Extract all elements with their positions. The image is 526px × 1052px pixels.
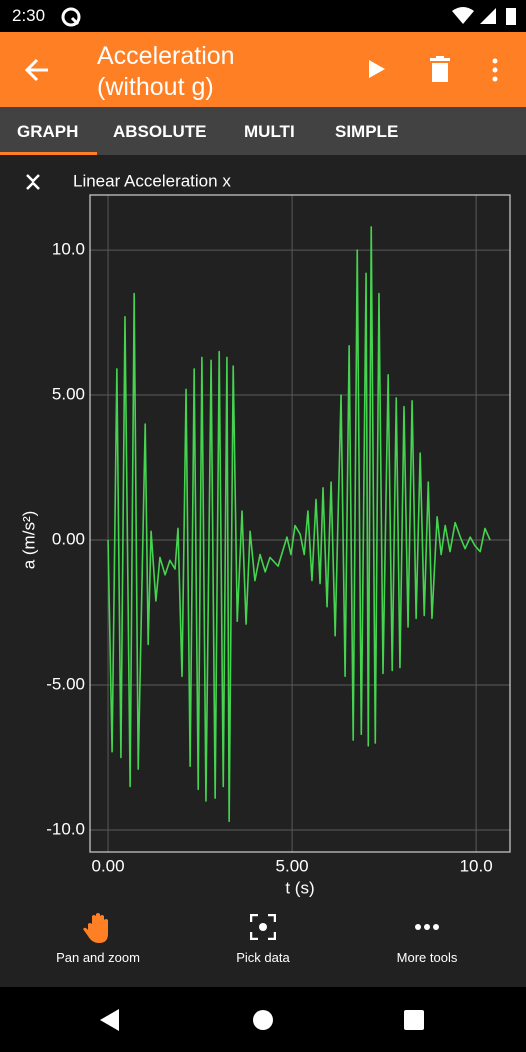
back-button[interactable] — [24, 57, 50, 83]
pan-icon — [83, 913, 108, 943]
status-icons — [452, 7, 516, 25]
app-title: Acceleration (without g) — [97, 42, 235, 101]
nav-icons — [100, 1009, 424, 1031]
y-axis-label: a (m/s²) — [19, 511, 38, 570]
status-bar: 2:30 — [0, 0, 526, 32]
y-tick-label: 10.0 — [52, 240, 85, 259]
tool-label: More tools — [396, 950, 458, 965]
data-line — [107, 226, 491, 823]
y-tick-label: -5.00 — [46, 674, 85, 693]
status-icon — [61, 7, 81, 27]
tab[interactable]: MULTI — [244, 122, 295, 141]
navigation-bar — [0, 987, 526, 1052]
x-tick-label: 0.00 — [91, 856, 124, 875]
play-button[interactable] — [368, 59, 386, 79]
delete-button[interactable] — [430, 56, 450, 82]
tool-button[interactable]: Pick data — [183, 914, 343, 965]
y-tick-label: 0.00 — [52, 530, 85, 549]
y-tick-label: 5.00 — [52, 385, 85, 404]
nav-home[interactable] — [253, 1010, 273, 1030]
x-tick-label: 10.0 — [460, 856, 493, 875]
x-tick-label: 5.00 — [276, 856, 309, 875]
tool-label: Pan and zoom — [56, 950, 140, 965]
time: 2:30 — [12, 6, 46, 25]
app-bar: Acceleration (without g) — [0, 32, 526, 107]
tab[interactable]: ABSOLUTE — [113, 122, 207, 141]
more-icon — [415, 924, 439, 930]
tab-indicator — [0, 152, 97, 155]
chart: Linear Acceleration x t (s) a (m/s²) -10… — [19, 171, 511, 897]
chart-title: Linear Acceleration x — [73, 171, 231, 190]
y-tick-label: -10.0 — [46, 819, 85, 838]
nav-back[interactable] — [100, 1009, 119, 1031]
tool-button[interactable]: Pan and zoom — [18, 913, 178, 965]
tab-bar: GRAPH ABSOLUTE MULTI SIMPLE — [0, 107, 526, 155]
menu-button[interactable] — [490, 58, 500, 82]
bottom-toolbar: Pan and zoom Pick data More tools — [0, 900, 526, 987]
collapse-button[interactable] — [26, 174, 40, 190]
tab[interactable]: GRAPH — [17, 122, 79, 141]
tab[interactable]: SIMPLE — [335, 122, 399, 141]
plot-frame — [89, 194, 511, 853]
x-axis-label: t (s) — [285, 878, 314, 897]
tool-button[interactable]: More tools — [347, 924, 507, 965]
tool-label: Pick data — [236, 950, 290, 965]
pick-icon — [250, 914, 276, 940]
nav-recents[interactable] — [404, 1010, 424, 1030]
